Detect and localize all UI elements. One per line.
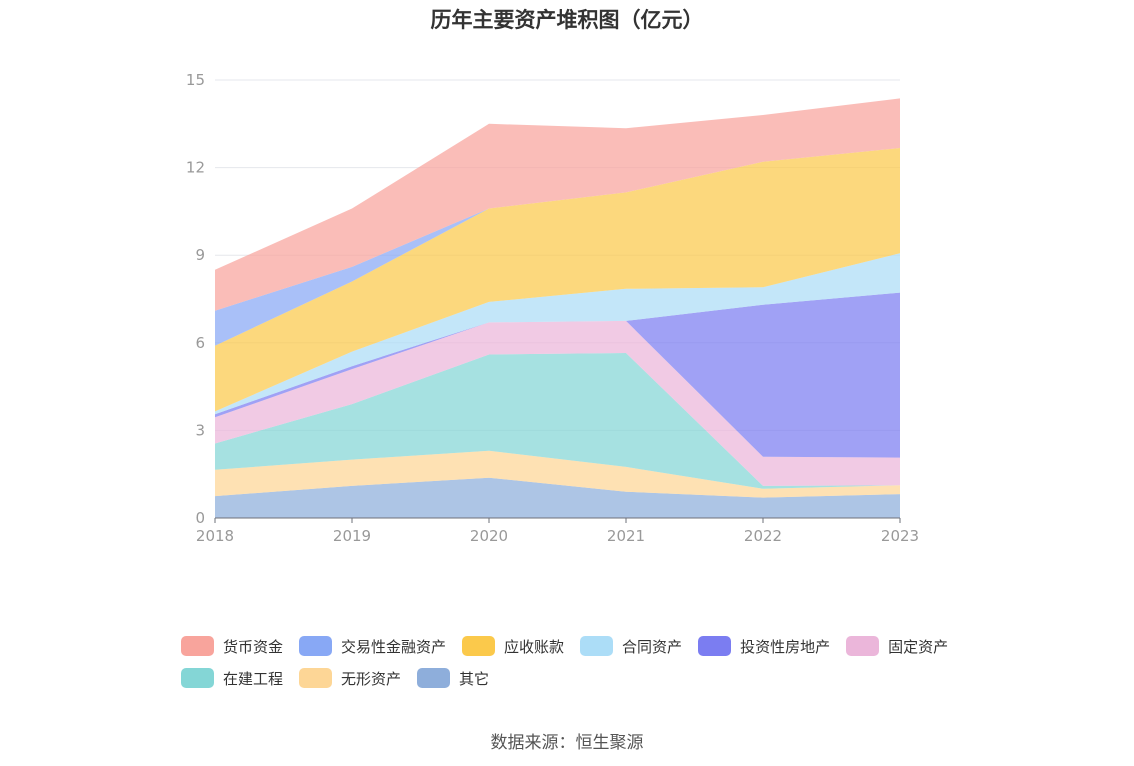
legend-item[interactable]: 应收账款 xyxy=(462,636,564,657)
legend-item[interactable]: 投资性房地产 xyxy=(698,636,830,657)
legend-swatch xyxy=(462,636,496,656)
area-series-1 xyxy=(215,450,900,498)
legend-swatch xyxy=(299,668,333,688)
legend-label: 应收账款 xyxy=(504,637,565,656)
legend-label: 固定资产 xyxy=(888,637,949,656)
area-series-2 xyxy=(215,353,900,489)
legend-item[interactable]: 其它 xyxy=(417,668,489,689)
area-series-4 xyxy=(215,292,900,458)
y-tick-label: 9 xyxy=(195,246,205,264)
legend-item[interactable]: 在建工程 xyxy=(181,668,283,689)
y-tick-label: 12 xyxy=(186,159,205,177)
area-layer xyxy=(215,98,900,518)
area-series-6 xyxy=(215,148,900,412)
legend-swatch xyxy=(698,636,732,656)
legend-item[interactable]: 交易性金融资产 xyxy=(299,636,446,657)
legend-label: 合同资产 xyxy=(622,637,683,656)
legend-label: 交易性金融资产 xyxy=(341,637,447,656)
x-tick-label: 2019 xyxy=(333,527,371,545)
x-tick-label: 2018 xyxy=(196,527,234,545)
legend-swatch xyxy=(181,636,214,656)
area-series-0 xyxy=(215,477,900,518)
legend-label: 无形资产 xyxy=(341,669,402,688)
legend-label: 在建工程 xyxy=(223,669,284,688)
legend-swatch xyxy=(181,668,214,688)
chart-title: 历年主要资产堆积图（亿元） xyxy=(430,8,704,32)
x-tick-label: 2022 xyxy=(744,527,782,545)
y-tick-label: 3 xyxy=(195,421,205,439)
legend-row: 在建工程 无形资产 其它 xyxy=(181,662,981,694)
legend-label: 其它 xyxy=(459,669,490,688)
legend-item[interactable]: 无形资产 xyxy=(299,668,401,689)
legend-label: 货币资金 xyxy=(223,637,284,656)
axis-layer: 0 3 6 9 12 15 2018 2019 2020 2021 2022 2023 xyxy=(186,71,919,545)
x-tick-label: 2020 xyxy=(470,527,508,545)
y-tick-label: 6 xyxy=(195,334,205,352)
x-tick-label: 2021 xyxy=(607,527,645,545)
legend-swatch xyxy=(846,636,880,656)
x-tick-label: 2023 xyxy=(881,527,919,545)
legend-item[interactable]: 固定资产 xyxy=(846,636,948,657)
legend-item[interactable]: 货币资金 xyxy=(181,636,283,657)
legend-swatch xyxy=(299,636,333,656)
source-note: 数据来源：恒生聚源 xyxy=(490,733,644,753)
legend-label: 投资性房地产 xyxy=(740,637,831,656)
y-tick-label: 15 xyxy=(186,71,205,89)
legend-item[interactable]: 合同资产 xyxy=(580,636,682,657)
legend-row: 货币资金 交易性金融资产 应收账款 合同资产 投资性房地产 固定资产 xyxy=(181,630,981,662)
area-series-8 xyxy=(215,98,900,311)
legend-swatch xyxy=(417,668,451,688)
y-tick-label: 0 xyxy=(195,509,205,527)
chart-plot: 0 3 6 9 12 15 2018 2019 2020 2021 2022 2023 xyxy=(186,71,919,545)
legend: 货币资金 交易性金融资产 应收账款 合同资产 投资性房地产 固定资产 在建工程 无形资产 其它 xyxy=(181,630,981,694)
legend-swatch xyxy=(580,636,614,656)
area-series-5 xyxy=(215,253,900,415)
area-series-3 xyxy=(215,320,900,486)
